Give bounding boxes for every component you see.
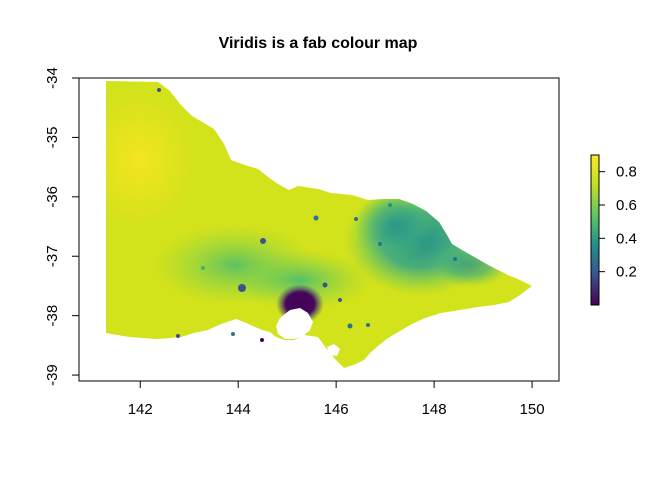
x-tick-label: 144: [226, 401, 251, 418]
y-tick-label: -38: [44, 305, 61, 327]
y-tick-label: -34: [44, 67, 61, 89]
colorbar-tick-label: 0.6: [616, 197, 637, 214]
colorbar-tick-label: 0.8: [616, 164, 637, 181]
y-tick-label: -36: [44, 186, 61, 208]
colorbar-legend: 0.2 0.4 0.6 0.8: [590, 154, 637, 306]
y-tick-label: -37: [44, 245, 61, 267]
town-spots: [157, 88, 457, 342]
x-axis-ticks: 142 144 146 148 150: [128, 381, 545, 418]
colorbar-ticks: 0.2 0.4 0.6 0.8: [599, 164, 637, 281]
y-axis-ticks: -34 -35 -36 -37 -38 -39: [44, 67, 79, 386]
colorbar-tick-label: 0.2: [616, 264, 637, 281]
raster-map: [106, 81, 532, 368]
colorbar: [590, 154, 600, 306]
plot-title: Viridis is a fab colour map: [219, 35, 418, 52]
colorbar-tick-label: 0.4: [616, 230, 637, 247]
y-tick-label: -39: [44, 364, 61, 386]
x-tick-label: 142: [128, 401, 153, 418]
x-tick-label: 148: [422, 401, 447, 418]
x-tick-label: 146: [324, 401, 349, 418]
x-tick-label: 150: [520, 401, 545, 418]
y-tick-label: -35: [44, 127, 61, 149]
port-phillip-bay: [276, 308, 313, 339]
western-port-bay: [327, 344, 340, 356]
